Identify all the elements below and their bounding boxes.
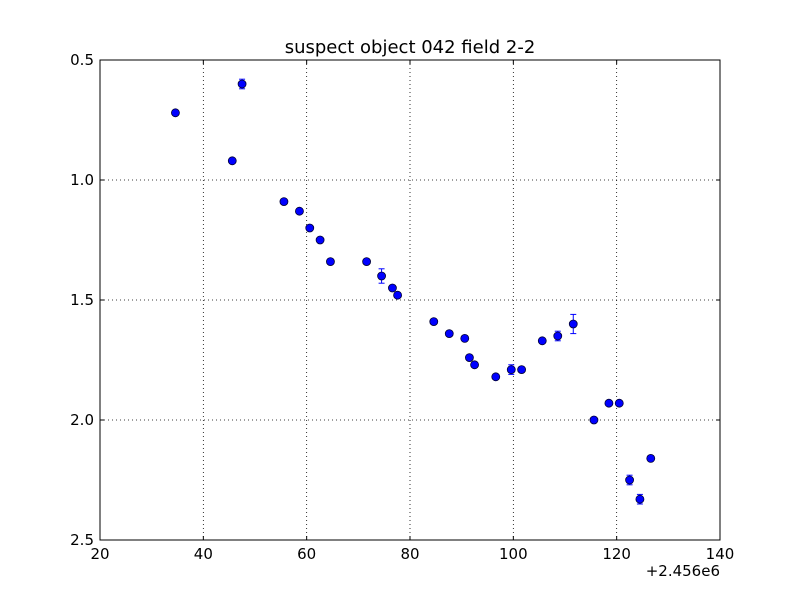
x-tick-label: 140 <box>706 545 735 563</box>
y-tick-label: 1.5 <box>70 291 94 309</box>
data-point <box>568 319 578 329</box>
data-point <box>444 329 454 339</box>
y-tick-labels: 0.5 1.0 1.5 2.0 2.5 <box>70 51 94 549</box>
x-tick-label: 20 <box>90 545 109 563</box>
data-point <box>315 235 325 245</box>
data-point <box>362 257 372 267</box>
x-tick-label: 80 <box>400 545 419 563</box>
data-points <box>171 79 656 504</box>
data-point <box>646 453 656 463</box>
data-point <box>553 331 563 341</box>
data-point <box>429 317 439 327</box>
data-point <box>465 353 474 363</box>
data-point <box>388 283 397 293</box>
data-point <box>305 223 315 233</box>
data-point <box>326 257 335 267</box>
chart-title: suspect object 042 field 2-2 <box>285 37 536 58</box>
data-point <box>171 108 180 118</box>
data-point <box>295 206 304 216</box>
data-point <box>614 398 624 408</box>
data-point <box>470 360 479 370</box>
ticks <box>99 59 721 541</box>
data-point <box>460 333 470 343</box>
data-point <box>537 336 547 346</box>
y-tick-label: 1.0 <box>70 171 94 189</box>
data-point <box>377 271 386 281</box>
x-tick-label: 120 <box>602 545 631 563</box>
data-point <box>635 494 645 504</box>
data-point <box>227 156 237 166</box>
data-point <box>506 365 516 375</box>
data-point <box>589 415 599 425</box>
data-point <box>237 79 247 89</box>
y-tick-label: 2.5 <box>70 531 94 549</box>
data-point <box>625 475 634 485</box>
grid <box>100 60 720 540</box>
x-tick-labels: 20 40 60 80 100 120 140 <box>90 545 734 563</box>
y-tick-label: 2.0 <box>70 411 94 429</box>
data-point <box>604 398 614 408</box>
x-offset-label: +2.456e6 <box>646 562 720 580</box>
data-point <box>393 290 403 300</box>
y-tick-label: 0.5 <box>70 51 94 69</box>
x-tick-label: 40 <box>194 545 213 563</box>
data-point <box>491 372 501 382</box>
x-tick-label: 60 <box>297 545 316 563</box>
data-point <box>517 365 526 375</box>
x-tick-label: 100 <box>499 545 528 563</box>
data-point <box>279 197 289 207</box>
